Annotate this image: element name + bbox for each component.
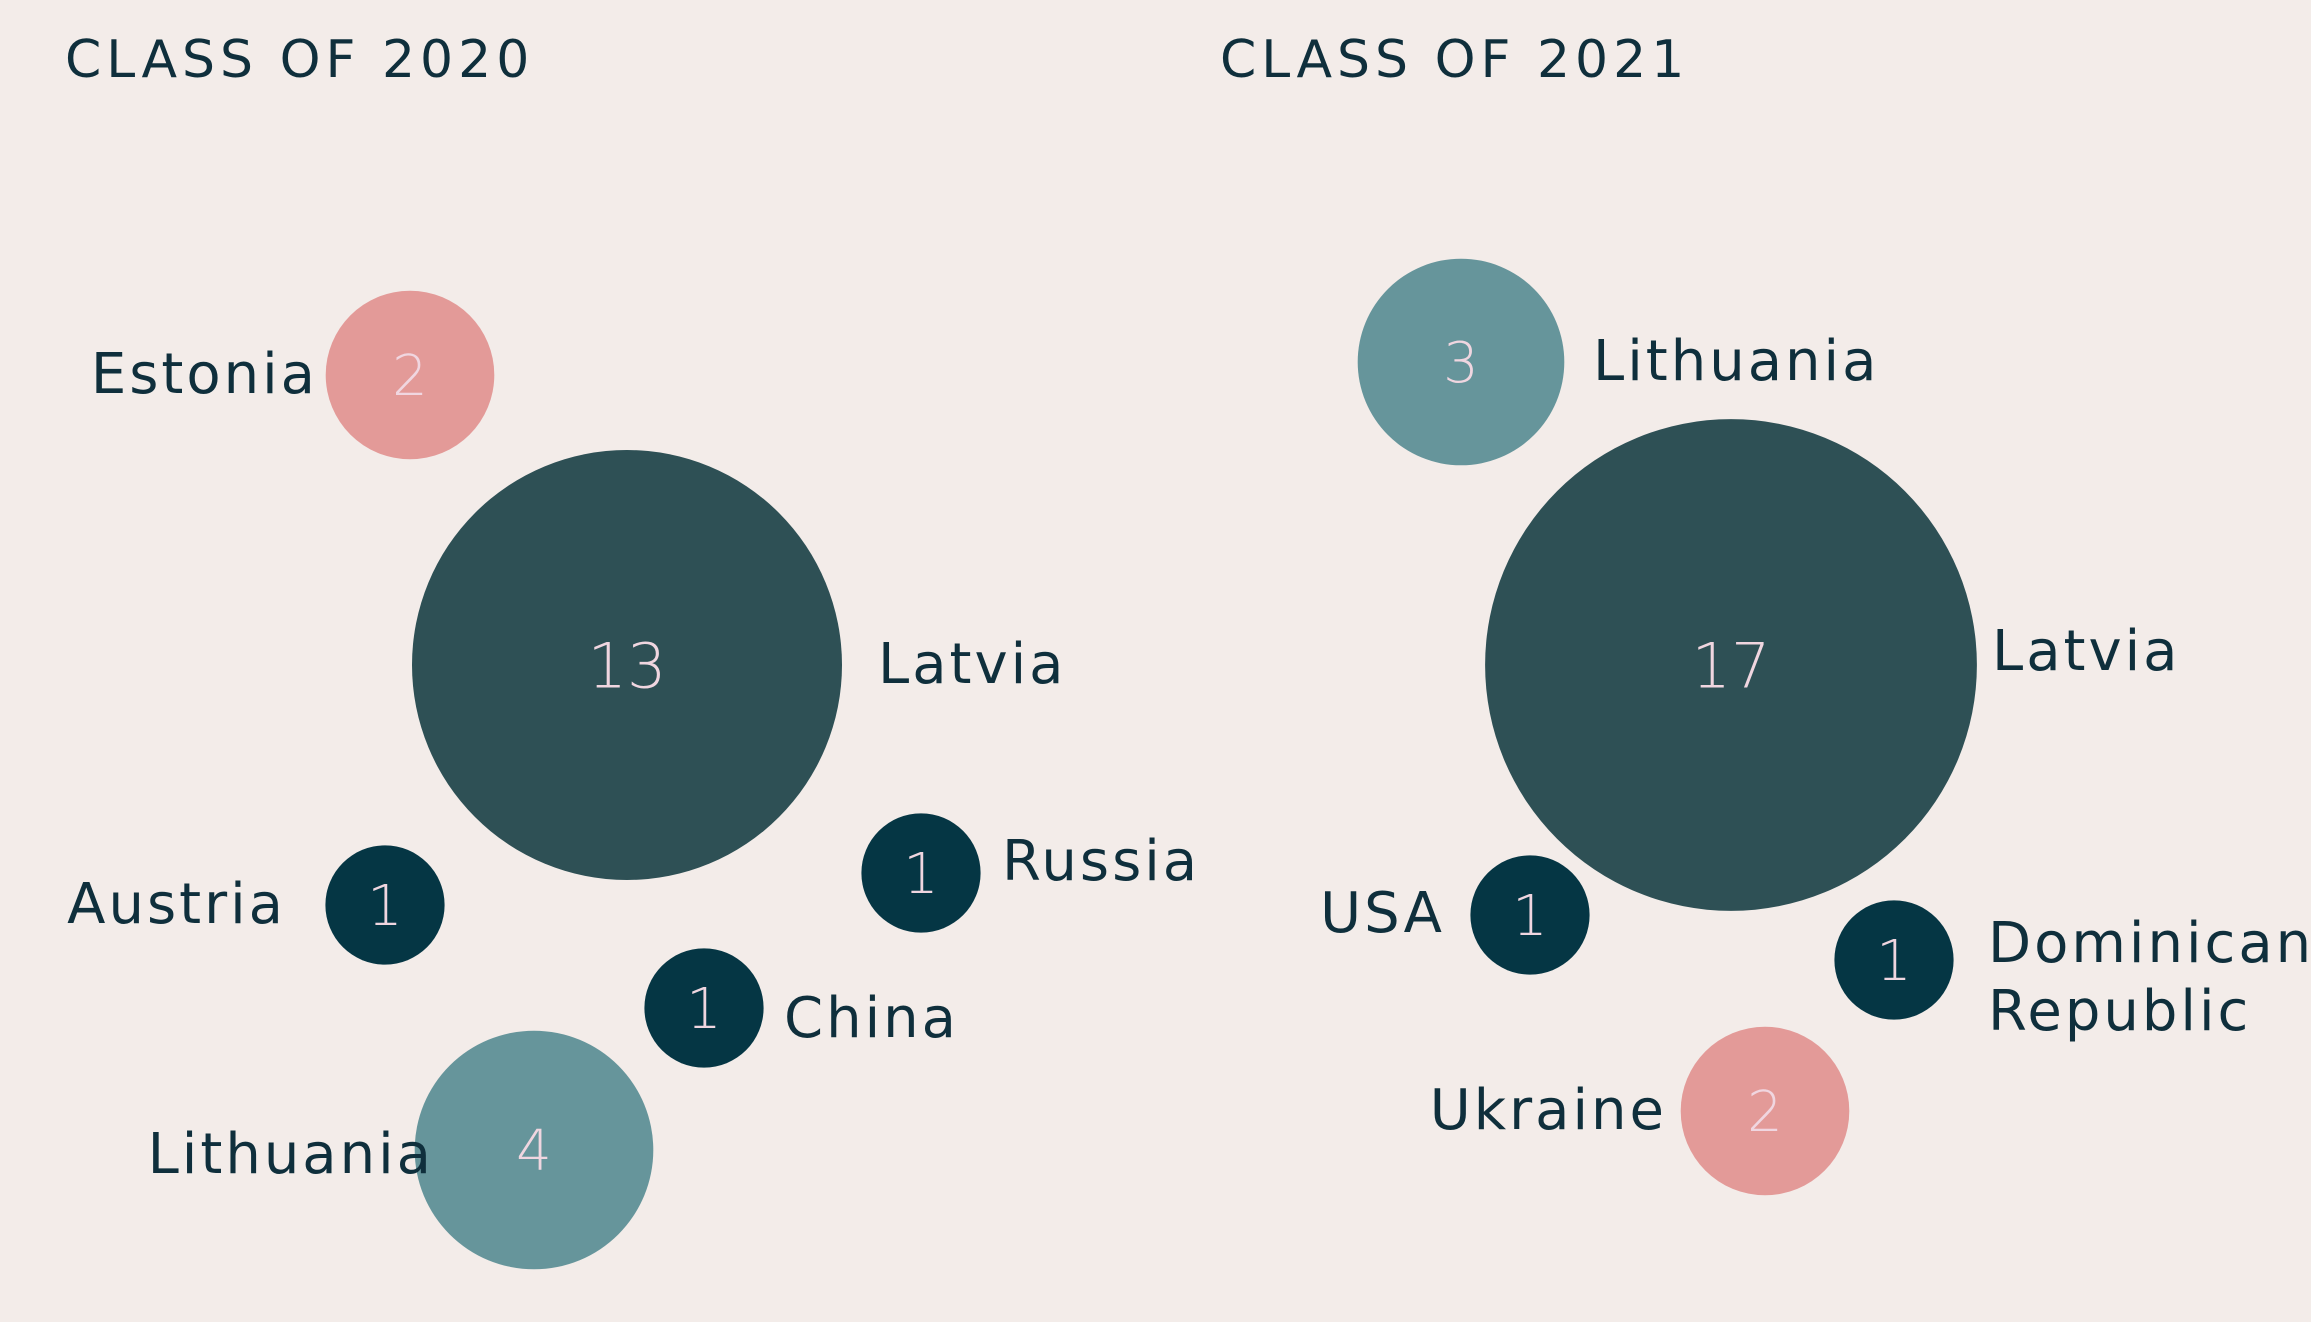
country-label: Latvia (878, 632, 1067, 697)
bubble-ukraine (1680, 1026, 1850, 1196)
country-label: USA (1320, 881, 1445, 946)
bubble-value-label: 13 (588, 629, 667, 702)
country-label: Ukraine (1430, 1078, 1667, 1143)
bubble-russia (861, 813, 981, 933)
bubble-usa (1470, 855, 1590, 975)
bubble-latvia (412, 450, 842, 880)
bubble-lithuania (414, 1030, 654, 1270)
country-label: Estonia (91, 342, 318, 407)
panel-title-2020: CLASS OF 2020 (65, 30, 534, 90)
bubble-value-label: 1 (1512, 884, 1548, 949)
country-label: Latvia (1992, 619, 2181, 684)
bubble-value-label: 1 (686, 977, 722, 1042)
panel-0: 2 Estonia 13 Latvia 1 Austria 1 Russia 1 China 4 Li… (67, 290, 1200, 1270)
bubble-austria (325, 845, 445, 965)
bubble-value-label: 1 (903, 842, 939, 907)
panel-title-2021: CLASS OF 2021 (1220, 30, 1689, 90)
bubble-value-label: 2 (392, 344, 428, 409)
bubble-value-label: 1 (367, 874, 403, 939)
country-label: China (784, 986, 959, 1051)
country-label: Lithuania (1593, 329, 1879, 394)
panel-1: 3 Lithuania 17 Latvia 1 USA 1 DominicanRepublic… (1320, 258, 2311, 1196)
bubble-value-label: 4 (516, 1119, 552, 1184)
bubble-value-label: 2 (1747, 1080, 1783, 1145)
bubble-latvia (1485, 419, 1977, 911)
bubble-value-label: 1 (1876, 929, 1912, 994)
bubble-value-label: 17 (1692, 629, 1771, 702)
country-label: Republic (1988, 979, 2251, 1044)
country-label: Dominican (1988, 911, 2311, 976)
country-label: Russia (1002, 829, 1200, 894)
bubble-lithuania (1357, 258, 1565, 466)
bubble-estonia (325, 290, 495, 460)
bubble-china (644, 948, 764, 1068)
country-label: Lithuania (148, 1122, 434, 1187)
country-label: Austria (67, 872, 286, 937)
bubble-dominican-republic (1834, 900, 1954, 1020)
bubble-value-label: 3 (1443, 331, 1479, 396)
